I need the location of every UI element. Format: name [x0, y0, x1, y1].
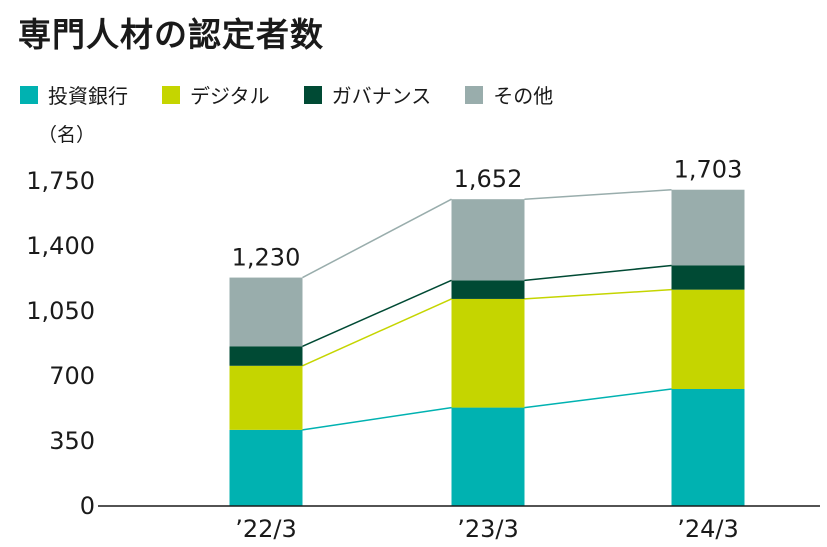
legend-swatch-governance [303, 85, 322, 104]
connector-line [524, 188, 672, 200]
connector-line [302, 279, 452, 347]
connector-line [524, 264, 672, 282]
connector-line [302, 198, 452, 279]
bars [229, 189, 745, 506]
legend-swatch-investment-banking [20, 85, 38, 104]
connector-line [302, 406, 452, 431]
x-axis-labels: ’22/3 ’23/3 ’24/3 [235, 515, 739, 543]
y-axis-unit-label: （名） [38, 124, 95, 146]
x-tick-label: ’24/3 [677, 515, 739, 543]
y-tick-label: 1,050 [26, 297, 95, 325]
connector-line [302, 298, 452, 367]
legend-label-governance: ガバナンス [331, 84, 432, 108]
bar-segment [451, 199, 525, 281]
bar-segment [671, 189, 745, 266]
total-label: 1,230 [232, 244, 301, 272]
legend-label-other: その他 [493, 84, 554, 108]
legend-swatch-digital [162, 85, 180, 104]
legend-label-investment-banking: 投資銀行 [48, 84, 128, 108]
x-tick-label: ’22/3 [235, 515, 297, 543]
total-label: 1,703 [674, 156, 743, 184]
bar-segment [451, 407, 525, 506]
bar-segment [671, 289, 745, 389]
y-axis-ticks: 0 350 700 1,050 1,400 1,750 [26, 167, 95, 520]
connector-line [524, 388, 672, 409]
total-label: 1,652 [454, 165, 523, 193]
bar-segment [229, 429, 303, 506]
chart-title: 専門人材の認定者数 [18, 15, 324, 54]
legend-item-governance: ガバナンス [303, 80, 432, 109]
bar-segment [451, 280, 525, 299]
total-labels: 1,230 1,652 1,703 [232, 156, 743, 272]
legend-item-investment-banking: 投資銀行 [20, 80, 128, 109]
legend-item-digital: デジタル [162, 80, 270, 109]
y-tick-label: 700 [49, 362, 95, 390]
connector-line [524, 288, 672, 300]
bar-segment [671, 265, 745, 290]
x-tick-label: ’23/3 [457, 515, 519, 543]
y-tick-label: 350 [49, 427, 95, 455]
bar-segment [229, 365, 303, 430]
bar-segment [451, 298, 525, 408]
y-tick-label: 1,750 [26, 167, 95, 195]
legend-swatch-other [465, 85, 484, 104]
bar-segment [671, 389, 745, 506]
bar-segment [229, 346, 303, 366]
bar-segment [229, 277, 303, 347]
legend-item-other: その他 [465, 80, 553, 109]
legend: 投資銀行 デジタル ガバナンス その他 [20, 80, 587, 109]
connector-lines [302, 188, 672, 431]
y-tick-label: 1,400 [26, 232, 95, 260]
legend-label-digital: デジタル [190, 84, 270, 108]
y-tick-label: 0 [80, 492, 95, 520]
